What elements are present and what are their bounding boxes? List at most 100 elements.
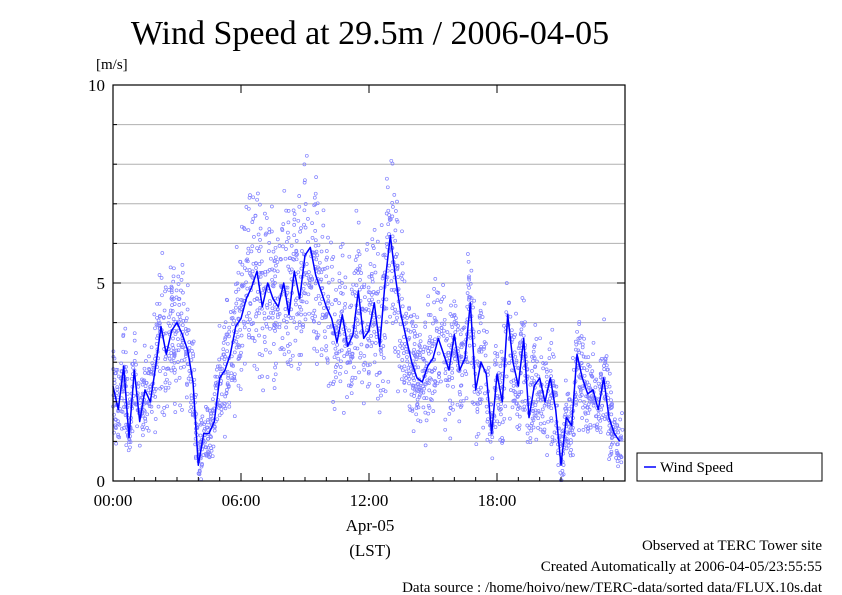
sample-point — [522, 404, 527, 409]
sample-point — [393, 346, 397, 350]
sample-point — [239, 333, 244, 338]
sample-point — [509, 379, 514, 384]
sample-point — [609, 449, 614, 454]
sample-point — [545, 369, 549, 374]
sample-point — [155, 336, 159, 341]
sample-point — [185, 331, 189, 336]
sample-point — [510, 368, 514, 373]
sample-point — [466, 259, 471, 264]
sample-point — [532, 343, 537, 348]
sample-point — [277, 325, 282, 330]
sample-point — [291, 252, 296, 256]
sample-point — [416, 405, 421, 410]
sample-point — [311, 318, 316, 323]
sample-point — [549, 416, 554, 421]
sample-point — [240, 272, 244, 277]
sample-point — [334, 297, 338, 302]
sample-point — [404, 320, 409, 325]
sample-point — [163, 357, 168, 362]
sample-point — [545, 380, 549, 384]
sample-point — [189, 393, 194, 398]
sample-point — [421, 350, 426, 354]
sample-point — [263, 269, 268, 274]
sample-point — [171, 279, 176, 284]
sample-point — [493, 362, 497, 367]
sample-point — [392, 311, 397, 316]
sample-point — [475, 410, 480, 414]
sample-point — [343, 302, 348, 306]
sample-point — [196, 471, 201, 476]
sample-point — [441, 283, 445, 287]
sample-point — [285, 240, 289, 244]
sample-point — [153, 395, 158, 399]
sample-point — [158, 369, 162, 374]
sample-point — [252, 363, 257, 368]
sample-point — [260, 290, 265, 295]
sample-point — [228, 310, 233, 314]
sample-point — [319, 353, 324, 358]
sample-point — [370, 323, 375, 328]
sample-point — [268, 301, 272, 306]
sample-point — [130, 429, 135, 434]
sample-point — [320, 267, 325, 272]
sample-point — [574, 401, 578, 406]
sample-point — [538, 421, 543, 426]
sample-point — [467, 343, 472, 348]
sample-point — [402, 279, 407, 284]
sample-point — [400, 229, 404, 234]
sample-point — [163, 289, 167, 294]
sample-point — [191, 351, 195, 356]
sample-point — [481, 425, 486, 430]
sample-point — [616, 426, 621, 431]
sample-point — [223, 370, 228, 375]
sample-point — [407, 381, 411, 386]
sample-point — [282, 318, 286, 323]
sample-point — [145, 426, 149, 430]
sample-point — [376, 299, 381, 304]
sample-point — [454, 320, 459, 325]
sample-point — [602, 317, 606, 322]
sample-point — [400, 296, 404, 301]
sample-point — [302, 162, 307, 167]
sample-point — [246, 206, 251, 211]
sample-point — [607, 371, 612, 376]
sample-point — [620, 427, 625, 432]
sample-point — [521, 333, 526, 338]
sample-point — [234, 245, 239, 249]
sample-point — [395, 219, 400, 224]
sample-point — [355, 254, 359, 259]
sample-point — [209, 435, 213, 439]
sample-point — [456, 324, 460, 328]
sample-point — [467, 294, 471, 299]
sample-point — [364, 247, 369, 252]
sample-point — [578, 389, 583, 394]
sample-point — [324, 274, 329, 279]
sample-point — [426, 411, 431, 416]
sample-point — [294, 326, 299, 330]
sample-point — [313, 243, 318, 248]
sample-point — [430, 338, 434, 343]
sample-point — [548, 396, 552, 401]
sample-point — [427, 340, 431, 345]
sample-point — [384, 211, 389, 216]
sample-point — [271, 249, 276, 254]
sample-point — [273, 365, 277, 370]
sample-point — [169, 288, 174, 293]
sample-point — [292, 212, 297, 216]
sample-point — [414, 412, 419, 417]
sample-point — [556, 463, 561, 467]
sample-point — [531, 349, 536, 354]
sample-point — [176, 343, 181, 348]
sample-point — [116, 434, 120, 439]
sample-point — [337, 271, 342, 276]
sample-point — [517, 423, 522, 428]
sample-point — [184, 354, 188, 358]
sample-point — [391, 205, 395, 209]
sample-point — [495, 354, 500, 359]
sample-point — [303, 225, 308, 230]
sample-point — [255, 290, 260, 294]
sample-point — [598, 375, 603, 380]
sample-point — [418, 355, 422, 360]
sample-point — [440, 321, 444, 326]
sample-point — [497, 422, 502, 426]
